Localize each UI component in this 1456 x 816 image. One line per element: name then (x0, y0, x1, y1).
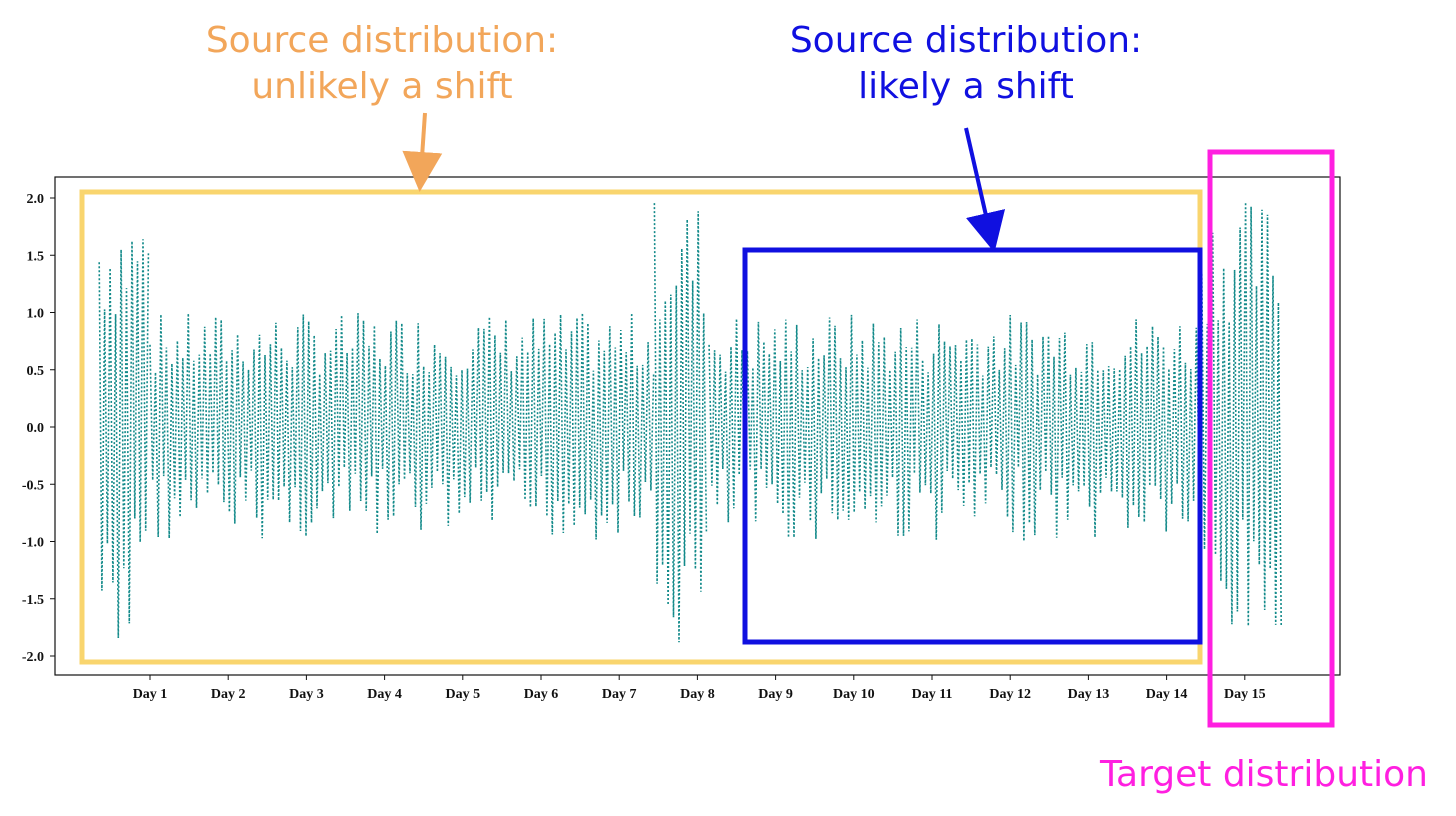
x-tick-label: Day 7 (602, 687, 637, 702)
x-tick-label: Day 13 (1068, 687, 1110, 702)
y-tick-label: 0.0 (27, 421, 45, 436)
source-unlikely-arrow (402, 112, 443, 192)
y-tick-label: 1.5 (27, 249, 45, 264)
series-line-segment (149, 313, 655, 540)
x-tick-label: Day 3 (289, 687, 324, 702)
y-tick-label: 1.0 (27, 307, 45, 322)
source-likely-box (742, 247, 1203, 645)
x-tick-label: Day 14 (1146, 687, 1188, 702)
series-line-segment (708, 314, 1200, 542)
x-tick-label: Day 2 (211, 687, 246, 702)
series-line-segment (1201, 202, 1282, 627)
y-tick-label: 0.5 (27, 364, 45, 379)
x-tick-label: Day 1 (133, 687, 168, 702)
x-tick-label: Day 15 (1224, 687, 1266, 702)
x-tick-label: Day 11 (912, 687, 953, 702)
x-tick-label: Day 8 (680, 687, 715, 702)
source-likely-label-line2: likely a shift (858, 66, 1074, 107)
y-tick-label: -1.5 (22, 593, 44, 608)
series-line-segment (98, 239, 150, 639)
series-line-segment (653, 203, 708, 643)
target-label: Target distribution (1099, 754, 1428, 795)
target-box (1207, 149, 1335, 728)
series-line-group (98, 202, 1282, 643)
x-tick-label: Day 5 (445, 687, 480, 702)
x-axis: Day 1 Day 2 Day 3 Day 4 Day 5 Day 6 Day 7 Day 8… (133, 675, 1266, 702)
x-tick-label: Day 9 (758, 687, 793, 702)
y-axis: 2.0 1.5 1.0 0.5 0.0 -0.5 -1.0 -1.5 -2.0 (22, 192, 55, 665)
source-likely-arrow (964, 127, 1006, 253)
y-tick-label: -1.0 (22, 536, 44, 551)
x-tick-label: Day 12 (989, 687, 1031, 702)
x-tick-label: Day 10 (833, 687, 875, 702)
source-likely-label-line1: Source distribution: (790, 20, 1142, 61)
source-unlikely-label-line1: Source distribution: (206, 20, 558, 61)
y-tick-label: 2.0 (27, 192, 45, 207)
y-tick-label: -2.0 (22, 650, 44, 665)
x-tick-label: Day 6 (524, 687, 559, 702)
x-tick-label: Day 4 (367, 687, 402, 702)
y-tick-label: -0.5 (22, 478, 44, 493)
source-unlikely-label-line2: unlikely a shift (251, 66, 512, 107)
